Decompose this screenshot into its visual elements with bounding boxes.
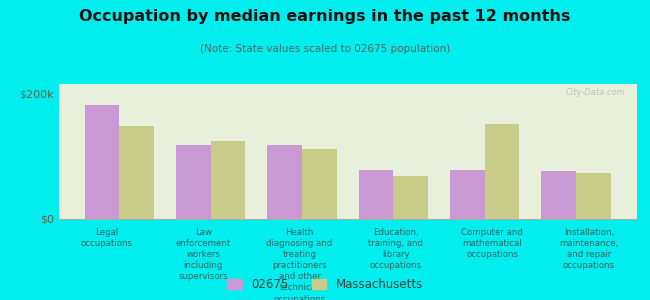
Text: Law
enforcement
workers
including
supervisors: Law enforcement workers including superv…	[176, 228, 231, 281]
Bar	[485, 124, 519, 219]
Text: Legal
occupations: Legal occupations	[81, 228, 133, 248]
Text: City-Data.com: City-Data.com	[566, 88, 625, 97]
Text: Health
diagnosing and
treating
practitioners
and other
technical
occupations: Health diagnosing and treating practitio…	[266, 228, 333, 300]
Bar	[267, 145, 302, 219]
Text: Education,
training, and
library
occupations: Education, training, and library occupat…	[369, 228, 423, 270]
Bar	[359, 170, 393, 219]
Bar	[120, 126, 154, 219]
Legend: 02675, Massachusetts: 02675, Massachusetts	[227, 278, 422, 291]
Bar	[302, 149, 337, 219]
Bar	[211, 141, 246, 219]
Bar	[176, 145, 211, 219]
Bar	[393, 176, 428, 219]
Text: Occupation by median earnings in the past 12 months: Occupation by median earnings in the pas…	[79, 9, 571, 24]
Bar	[576, 173, 611, 219]
Text: (Note: State values scaled to 02675 population): (Note: State values scaled to 02675 popu…	[200, 44, 450, 53]
Text: Installation,
maintenance,
and repair
occupations: Installation, maintenance, and repair oc…	[559, 228, 618, 270]
Bar	[84, 105, 120, 219]
Text: Computer and
mathematical
occupations: Computer and mathematical occupations	[462, 228, 523, 259]
Bar	[541, 171, 576, 219]
Bar	[450, 170, 485, 219]
